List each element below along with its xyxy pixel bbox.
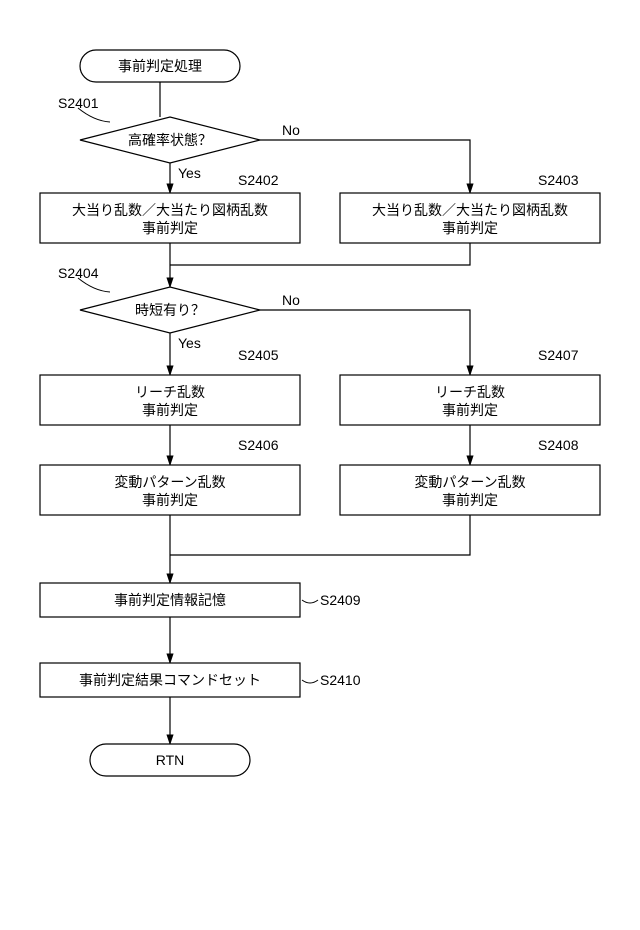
yes-label: Yes — [178, 335, 201, 351]
step-label: S2408 — [538, 437, 579, 453]
step-label: S2405 — [238, 347, 279, 363]
node-s2409: 事前判定情報記憶 S2409 — [40, 583, 361, 617]
edge — [260, 140, 470, 193]
no-label: No — [282, 122, 300, 138]
step-label: S2406 — [238, 437, 279, 453]
node-start: 事前判定処理 — [80, 50, 240, 82]
node-rtn: RTN — [90, 744, 250, 776]
step-label: S2404 — [58, 265, 99, 281]
node-label-1: リーチ乱数 — [435, 384, 505, 400]
step-label: S2407 — [538, 347, 579, 363]
node-label: 事前判定情報記憶 — [114, 592, 226, 608]
edge — [260, 310, 470, 375]
node-label: RTN — [156, 752, 185, 768]
step-label: S2401 — [58, 95, 99, 111]
node-label-1: 変動パターン乱数 — [114, 474, 225, 490]
step-label: S2403 — [538, 172, 579, 188]
node-label: 時短有り？ — [135, 302, 205, 318]
edge — [170, 243, 470, 265]
node-label: 事前判定結果コマンドセット — [79, 672, 261, 688]
node-label-1: 大当り乱数／大当たり図柄乱数 — [372, 202, 568, 218]
no-label: No — [282, 292, 300, 308]
step-label: S2410 — [320, 672, 361, 688]
node-label: 事前判定処理 — [118, 58, 202, 74]
node-label-2: 事前判定 — [442, 492, 498, 508]
node-label-2: 事前判定 — [142, 492, 198, 508]
nodes-group: 事前判定処理高確率状態？YesNoS2401大当り乱数／大当たり図柄乱数事前判定… — [40, 50, 600, 776]
edge — [170, 515, 470, 555]
node-label-1: 大当り乱数／大当たり図柄乱数 — [72, 202, 268, 218]
step-label: S2402 — [238, 172, 279, 188]
node-s2404: 時短有り？ Yes No S2404 — [58, 265, 300, 351]
node-label-1: リーチ乱数 — [135, 384, 205, 400]
node-label-2: 事前判定 — [442, 220, 498, 236]
node-label-2: 事前判定 — [142, 220, 198, 236]
callout — [302, 600, 318, 603]
yes-label: Yes — [178, 165, 201, 181]
node-label-2: 事前判定 — [142, 402, 198, 418]
node-label: 高確率状態？ — [128, 132, 212, 148]
step-label: S2409 — [320, 592, 361, 608]
callout — [302, 680, 318, 683]
node-s2410: 事前判定結果コマンドセット S2410 — [40, 663, 361, 697]
flowchart: 事前判定処理高確率状態？YesNoS2401大当り乱数／大当たり図柄乱数事前判定… — [0, 0, 640, 930]
node-s2401: 高確率状態？ Yes No S2401 — [58, 95, 300, 181]
node-label-1: 変動パターン乱数 — [414, 474, 525, 490]
node-label-2: 事前判定 — [442, 402, 498, 418]
